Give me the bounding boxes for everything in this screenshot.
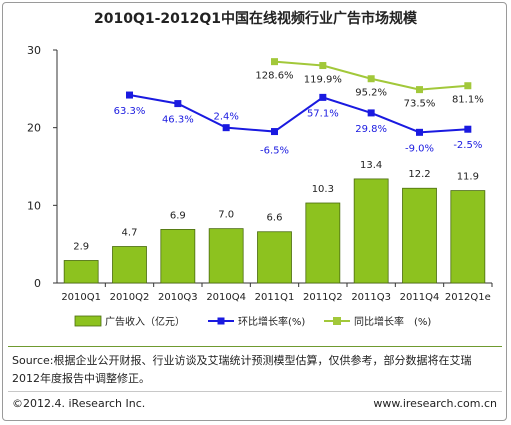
bar [257, 231, 292, 284]
bar-value-label: 12.2 [408, 169, 430, 180]
bar-value-label: 6.6 [267, 213, 283, 224]
chart-frame [2, 2, 507, 421]
legend-marker-mom [217, 317, 225, 325]
line-value-label: 81.1% [452, 95, 484, 106]
y-tick-label: 20 [27, 122, 41, 135]
bar-value-label: 6.9 [170, 210, 186, 221]
bar-value-label: 4.7 [122, 227, 138, 238]
line-value-label: 95.2% [355, 88, 387, 99]
line-point [319, 62, 327, 70]
copyright-text: ©2012.4. iResearch Inc. [12, 397, 146, 410]
x-tick-label: 2010Q4 [206, 292, 246, 303]
x-tick-label: 2011Q4 [400, 292, 440, 303]
line-point [367, 75, 375, 83]
y-tick-label: 10 [27, 199, 41, 212]
bar-series: 2.9 4.7 6.9 7.0 6.6 10.3 13.4 12.2 11.9 [63, 160, 486, 284]
bar-value-label: 10.3 [312, 184, 334, 195]
legend-label-yoy: 同比增长率 (%) [354, 315, 431, 328]
bar [160, 229, 196, 284]
y-tick-label: 30 [27, 44, 41, 57]
line-series: 63.3% 46.3% 2.4% -6.5% 57.1% 29.8% -9.0% -2.5% 1… [114, 58, 484, 157]
chart-svg: 0 10 20 30 2010Q1 2010Q2 2010Q3 2010Q4 2011Q1 201… [27, 44, 493, 328]
line-point [319, 93, 327, 101]
line-point [222, 124, 230, 132]
line-value-label: 46.3% [162, 115, 194, 126]
x-tick-label: 2011Q1 [255, 292, 295, 303]
legend-swatch-bar [74, 315, 102, 327]
bar [353, 178, 389, 284]
line-value-label: 73.5% [404, 99, 436, 110]
source-note: Source:根据企业公开财报、行业访谈及艾瑞统计预测模型估算，仅供参考，部分数… [12, 354, 472, 385]
line-point [416, 128, 423, 136]
legend-label-mom: 环比增长率(%) [238, 315, 305, 328]
x-tick-label: 2010Q2 [110, 292, 150, 303]
line-value-label: 128.6% [255, 71, 293, 82]
bar-value-label: 2.9 [73, 241, 89, 252]
bar-value-label: 7.0 [218, 210, 234, 221]
legend: 广告收入（亿元） 环比增长率(%) 同比增长率 (%) [74, 315, 431, 328]
bar [208, 228, 244, 284]
legend-label-bar: 广告收入（亿元） [105, 315, 185, 328]
bar [305, 202, 341, 284]
x-tick-label: 2010Q3 [158, 292, 198, 303]
footer-divider-2 [8, 391, 502, 392]
line-point [271, 58, 278, 66]
website-text: www.iresearch.com.cn [373, 397, 497, 410]
line-point [271, 128, 278, 136]
line-value-label: 119.9% [304, 75, 342, 86]
x-tick-label: 2010Q1 [61, 292, 101, 303]
line-value-label: 57.1% [307, 108, 339, 119]
series-line [129, 94, 468, 134]
bar [63, 260, 99, 284]
bar [450, 190, 486, 284]
line-value-label: 29.8% [355, 124, 387, 135]
footer-divider [8, 346, 502, 347]
x-tick-label: 2011Q3 [351, 292, 391, 303]
line-point [464, 125, 472, 133]
bar-value-label: 13.4 [360, 160, 382, 171]
chart-title: 2010Q1-2012Q1中国在线视频行业广告市场规模 [93, 11, 418, 27]
legend-marker-yoy [333, 317, 341, 325]
y-tick-label: 0 [34, 277, 41, 290]
line-value-label: 2.4% [213, 112, 238, 123]
x-tick-label: 2011Q2 [303, 292, 343, 303]
line-point [174, 100, 182, 108]
bar [112, 246, 147, 284]
line-value-label: -9.0% [405, 143, 434, 154]
line-value-label: -6.5% [260, 146, 289, 157]
bar [402, 187, 437, 284]
line-value-label: 63.3% [114, 106, 146, 117]
bar-value-label: 11.9 [457, 172, 479, 183]
x-tick-label: 2012Q1e [445, 292, 491, 303]
line-point [126, 91, 133, 99]
line-point [367, 109, 375, 117]
line-value-label: -2.5% [453, 140, 482, 151]
line-point [416, 86, 423, 94]
line-point [464, 82, 472, 90]
